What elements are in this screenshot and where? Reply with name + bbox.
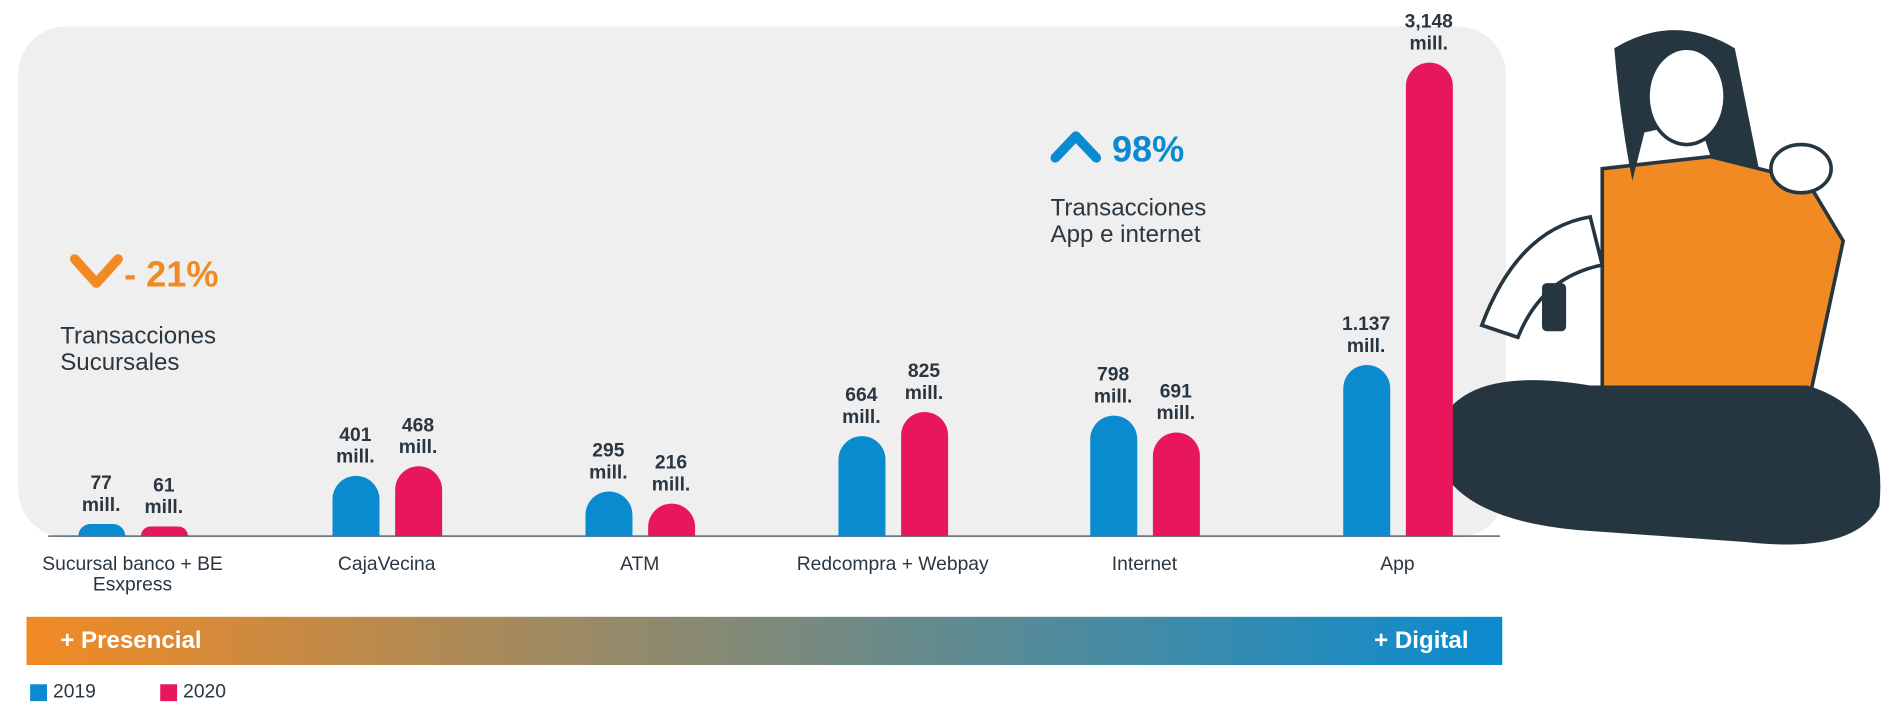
bar (1342, 365, 1390, 537)
x-tick-label: App (1380, 554, 1415, 575)
illustration (1433, 30, 1881, 545)
scale-label: + Presencial (60, 627, 202, 655)
annotation-text: Transacciones App e internet (1050, 195, 1207, 249)
legend-label: 2020 (183, 681, 226, 703)
annotation-value: - 21% (124, 255, 219, 296)
up-chevron (1050, 131, 1102, 163)
bar (584, 491, 632, 537)
bar (1089, 416, 1137, 537)
value-label: 825 mill. (904, 361, 944, 404)
bar (394, 465, 442, 537)
x-tick-label: Redcompra + Webpay (796, 554, 989, 575)
legend-swatch (160, 684, 178, 702)
legend-label: 2019 (53, 681, 96, 703)
bar (1152, 432, 1200, 537)
x-tick-label: ATM (620, 554, 660, 575)
annotation-value: 98% (1111, 130, 1185, 170)
value-label: 61 mill. (144, 476, 184, 519)
bar (77, 524, 125, 537)
value-label: 401 mill. (336, 425, 375, 468)
value-label: 468 mill. (398, 415, 438, 458)
bar (140, 526, 188, 537)
value-label: 798 mill. (1093, 365, 1133, 408)
value-label: 3,148 mill. (1404, 12, 1453, 55)
annotation-text: Transacciones Sucursales (60, 322, 217, 376)
background-panel (18, 26, 1506, 538)
bar (1405, 62, 1453, 537)
scale-label: + Digital (1374, 627, 1469, 655)
bar (837, 436, 885, 537)
legend-swatch (30, 684, 47, 702)
bar (331, 475, 379, 537)
x-tick-label: Sucursal banco + BE Esxpress (42, 554, 223, 596)
x-tick-label: Internet (1111, 554, 1178, 575)
value-label: 1.137 mill. (1341, 314, 1391, 357)
down-chevron (69, 254, 123, 288)
value-label: 216 mill. (651, 453, 691, 496)
value-label: 691 mill. (1156, 381, 1196, 424)
value-label: 295 mill. (589, 441, 628, 484)
bar (647, 503, 695, 537)
bar (900, 412, 948, 537)
value-label: 77 mill. (81, 473, 121, 517)
scale-bar: + Presencial + Digital (26, 616, 1503, 665)
value-label: 664 mill. (842, 385, 881, 428)
x-tick-label: CajaVecina (337, 554, 436, 575)
